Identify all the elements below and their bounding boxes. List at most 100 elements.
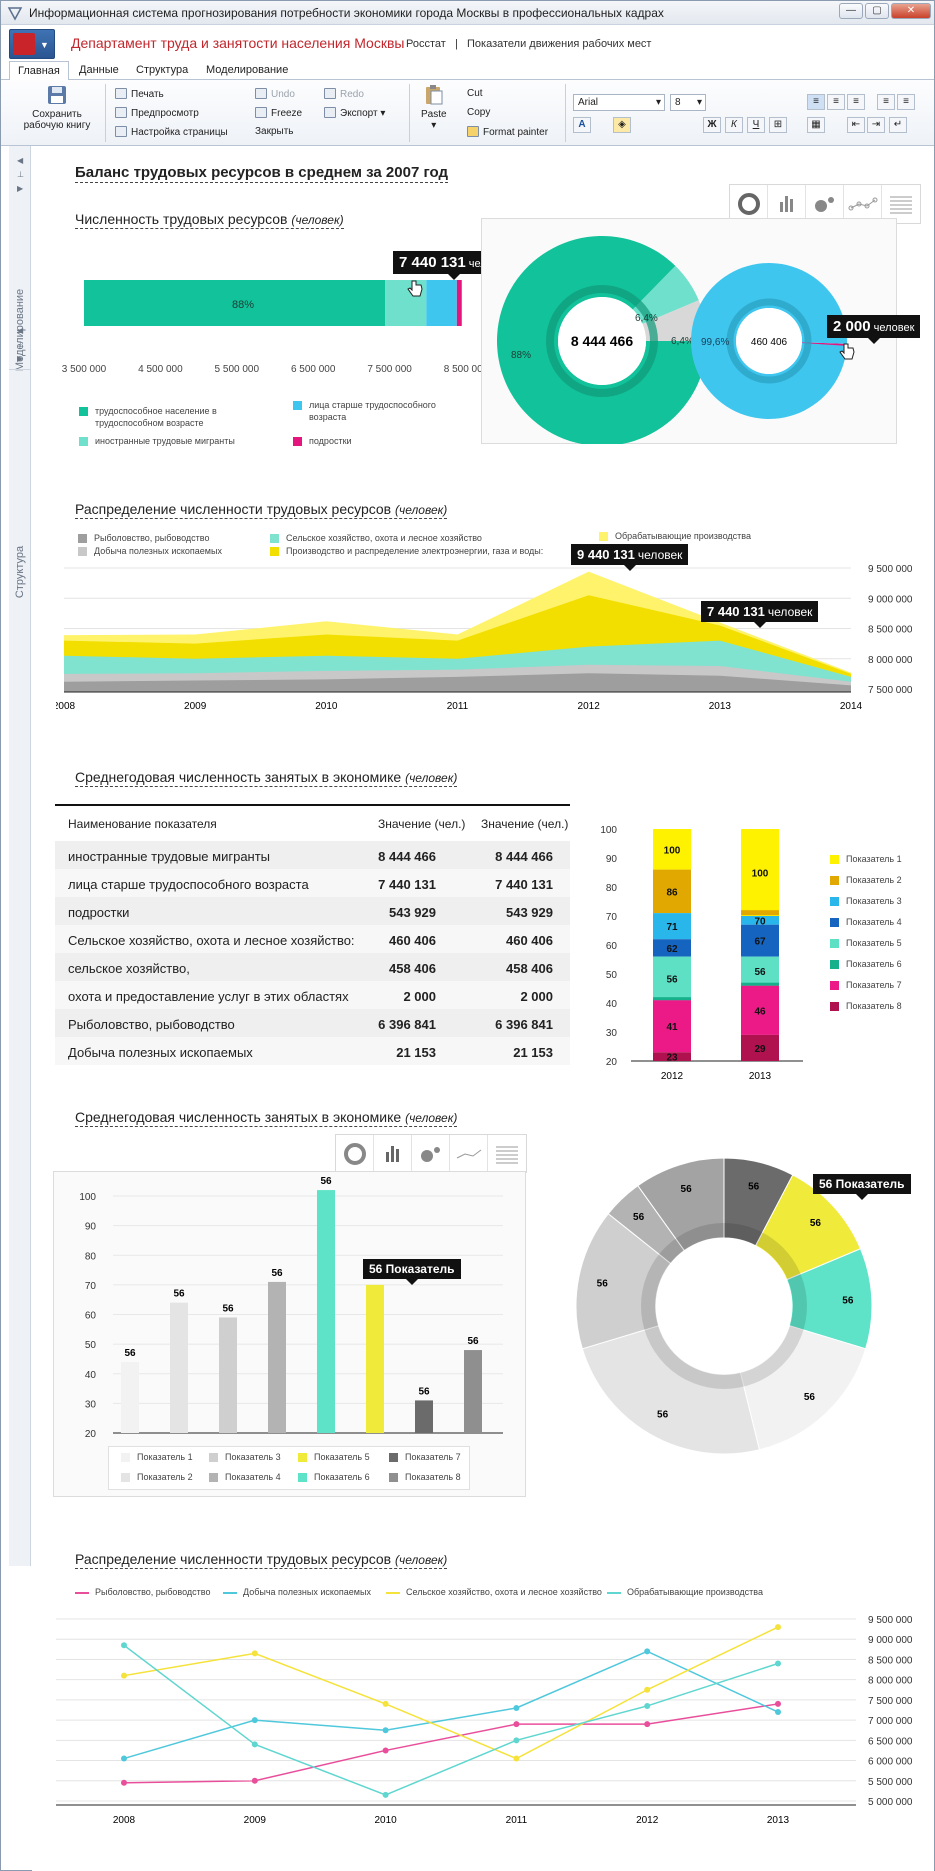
line-chart-button[interactable] [844,185,882,223]
resources-legend-label[interactable]: подростки [309,436,352,446]
redo-button[interactable]: Redo [324,88,364,100]
tab-structure[interactable]: Структура [136,64,189,76]
stacked-legend-label[interactable]: Показатель 6 [846,959,902,969]
link-rosstat[interactable]: Росстат [406,38,446,50]
bar-legend-label[interactable]: Показатель 4 [225,1472,281,1482]
close-workbook-button[interactable]: Закрыть [255,126,294,137]
print-button[interactable]: Печать [115,88,164,100]
preview-button[interactable]: Предпросмотр [115,107,199,119]
stacked-legend-label[interactable]: Показатель 5 [846,938,902,948]
stacked-legend-label[interactable]: Показатель 2 [846,875,902,885]
format-painter-button[interactable]: Format painter [467,126,548,138]
resources-legend-label[interactable]: иностранные трудовые мигранты [95,436,235,446]
indent-decrease-button[interactable]: ⇤ [847,117,865,133]
justify-right-button[interactable]: ≡ [897,94,915,110]
area-legend-label[interactable]: Обрабатывающие производства [615,531,751,541]
bar-chart-button[interactable] [768,185,806,223]
fill-color-button[interactable]: ◈ [613,117,631,133]
freeze-button[interactable]: Freeze [255,107,302,119]
bar-value-label: 56 [271,1268,283,1279]
table-row[interactable]: лица старше трудоспособного возраста 7 44… [55,869,570,897]
bar-legend-label[interactable]: Показатель 7 [405,1452,461,1462]
align-left-button[interactable]: ≡ [807,94,825,110]
bold-button[interactable]: Ж [703,117,721,133]
bubble-chart-button[interactable] [412,1135,450,1173]
table-view-button[interactable] [488,1135,526,1173]
wrap-text-button[interactable]: ↵ [889,117,907,133]
merge-button[interactable]: ▦ [807,117,825,133]
line-legend-label[interactable]: Добыча полезных ископаемых [243,1587,371,1597]
undo-button[interactable]: Undo [255,88,295,100]
expand-icon[interactable]: ◀ [17,326,24,335]
underline-button[interactable]: Ч [747,117,765,133]
align-center-button[interactable]: ≡ [827,94,845,110]
area-legend-label[interactable]: Сельское хозяйство, охота и лесное хозяй… [286,533,482,543]
pin-icon[interactable]: ⊥ [17,170,24,179]
expand-icon[interactable]: ◀ [17,156,24,165]
export-button[interactable]: Экспорт ▾ [324,107,385,119]
stacked-legend-label[interactable]: Показатель 1 [846,854,902,864]
stacked-legend-label[interactable]: Показатель 8 [846,1001,902,1011]
paste-button[interactable]: Paste ▾ [421,84,447,131]
bar-legend-label[interactable]: Показатель 6 [314,1472,370,1482]
table-row[interactable]: подростки 543 929 543 929 [55,897,570,925]
copy-button[interactable]: Copy [467,107,491,118]
expand-icon[interactable]: ▶ [17,354,24,363]
resources-legend-label[interactable]: трудоспособное население в трудоспособно… [95,406,217,428]
column-header-value-2[interactable]: Значение (чел.) [481,817,569,831]
bar-legend-label[interactable]: Показатель 8 [405,1472,461,1482]
line-chart-button[interactable] [450,1135,488,1173]
donut-chart-button[interactable] [730,185,768,223]
maximize-button[interactable]: ▢ [865,3,889,19]
page-setup-button[interactable]: Настройка страницы [115,126,228,138]
minimize-button[interactable]: — [839,3,863,19]
stacked-legend-label[interactable]: Показатель 3 [846,896,902,906]
table-row[interactable]: Добыча полезных ископаемых 21 153 21 153 [55,1037,570,1065]
tab-home[interactable]: Главная [9,61,69,81]
line-series [123,1644,779,1796]
bar-legend-label[interactable]: Показатель 5 [314,1452,370,1462]
bar-legend-label[interactable]: Показатель 3 [225,1452,281,1462]
app-menu-button[interactable]: ▼ [9,29,55,59]
tab-data[interactable]: Данные [79,64,119,76]
area-legend-label[interactable]: Производство и распределение электроэнер… [286,546,544,556]
area-legend-label[interactable]: Добыча полезных ископаемых [94,546,222,556]
bar-legend-label[interactable]: Показатель 1 [137,1452,193,1462]
link-job-movement[interactable]: Показатели движения рабочих мест [467,38,652,50]
justify-left-button[interactable]: ≡ [877,94,895,110]
bar-legend-label[interactable]: Показатель 2 [137,1472,193,1482]
line-legend-label[interactable]: Сельское хозяйство, охота и лесное хозяй… [406,1587,602,1597]
table-row[interactable]: Сельское хозяйство, охота и лесное хозяй… [55,925,570,953]
tab-modeling[interactable]: Моделирование [206,64,289,76]
font-size-select[interactable]: 8 ▾ [670,94,706,111]
stacked-legend-label[interactable]: Показатель 7 [846,980,902,990]
borders-button[interactable]: ⊞ [769,117,787,133]
table-row[interactable]: охота и предоставление услуг в этих обла… [55,981,570,1009]
italic-button[interactable]: К [725,117,743,133]
table-row[interactable]: иностранные трудовые мигранты 8 444 466 8 … [55,841,570,869]
expand-icon[interactable]: ▶ [17,184,24,193]
table-view-button[interactable] [882,185,920,223]
cut-button[interactable]: Cut [467,88,483,99]
font-color-button[interactable]: A [573,117,591,133]
table-row[interactable]: Рыболовство, рыбоводство 6 396 841 6 396 8… [55,1009,570,1037]
close-button[interactable]: ✕ [891,3,931,19]
indent-increase-button[interactable]: ⇥ [867,117,885,133]
stacked-legend-label[interactable]: Показатель 4 [846,917,902,927]
line-legend-label[interactable]: Обрабатывающие производства [627,1587,763,1597]
donut-chart-button[interactable] [336,1135,374,1173]
align-right-button[interactable]: ≡ [847,94,865,110]
bar-chart-button[interactable] [374,1135,412,1173]
font-family-select[interactable]: Arial ▾ [573,94,665,111]
bubble-chart-button[interactable] [806,185,844,223]
line-chart-icon [848,197,878,211]
line-legend-label[interactable]: Рыболовство, рыбоводство [95,1587,211,1597]
pin-icon[interactable]: ⊥ [17,340,24,349]
column-header-value-1[interactable]: Значение (чел.) [378,817,466,831]
table-row[interactable]: сельское хозяйство, 458 406 458 406 [55,953,570,981]
structure-panel-label[interactable]: Структура [14,545,26,599]
resources-legend-label[interactable]: лица старше трудоспособного возраста [309,400,436,422]
column-header-name[interactable]: Наименование показателя [68,817,217,831]
area-legend-label[interactable]: Рыболовство, рыбоводство [94,533,210,543]
save-workbook-button[interactable]: Сохранить рабочую книгу [19,84,95,131]
